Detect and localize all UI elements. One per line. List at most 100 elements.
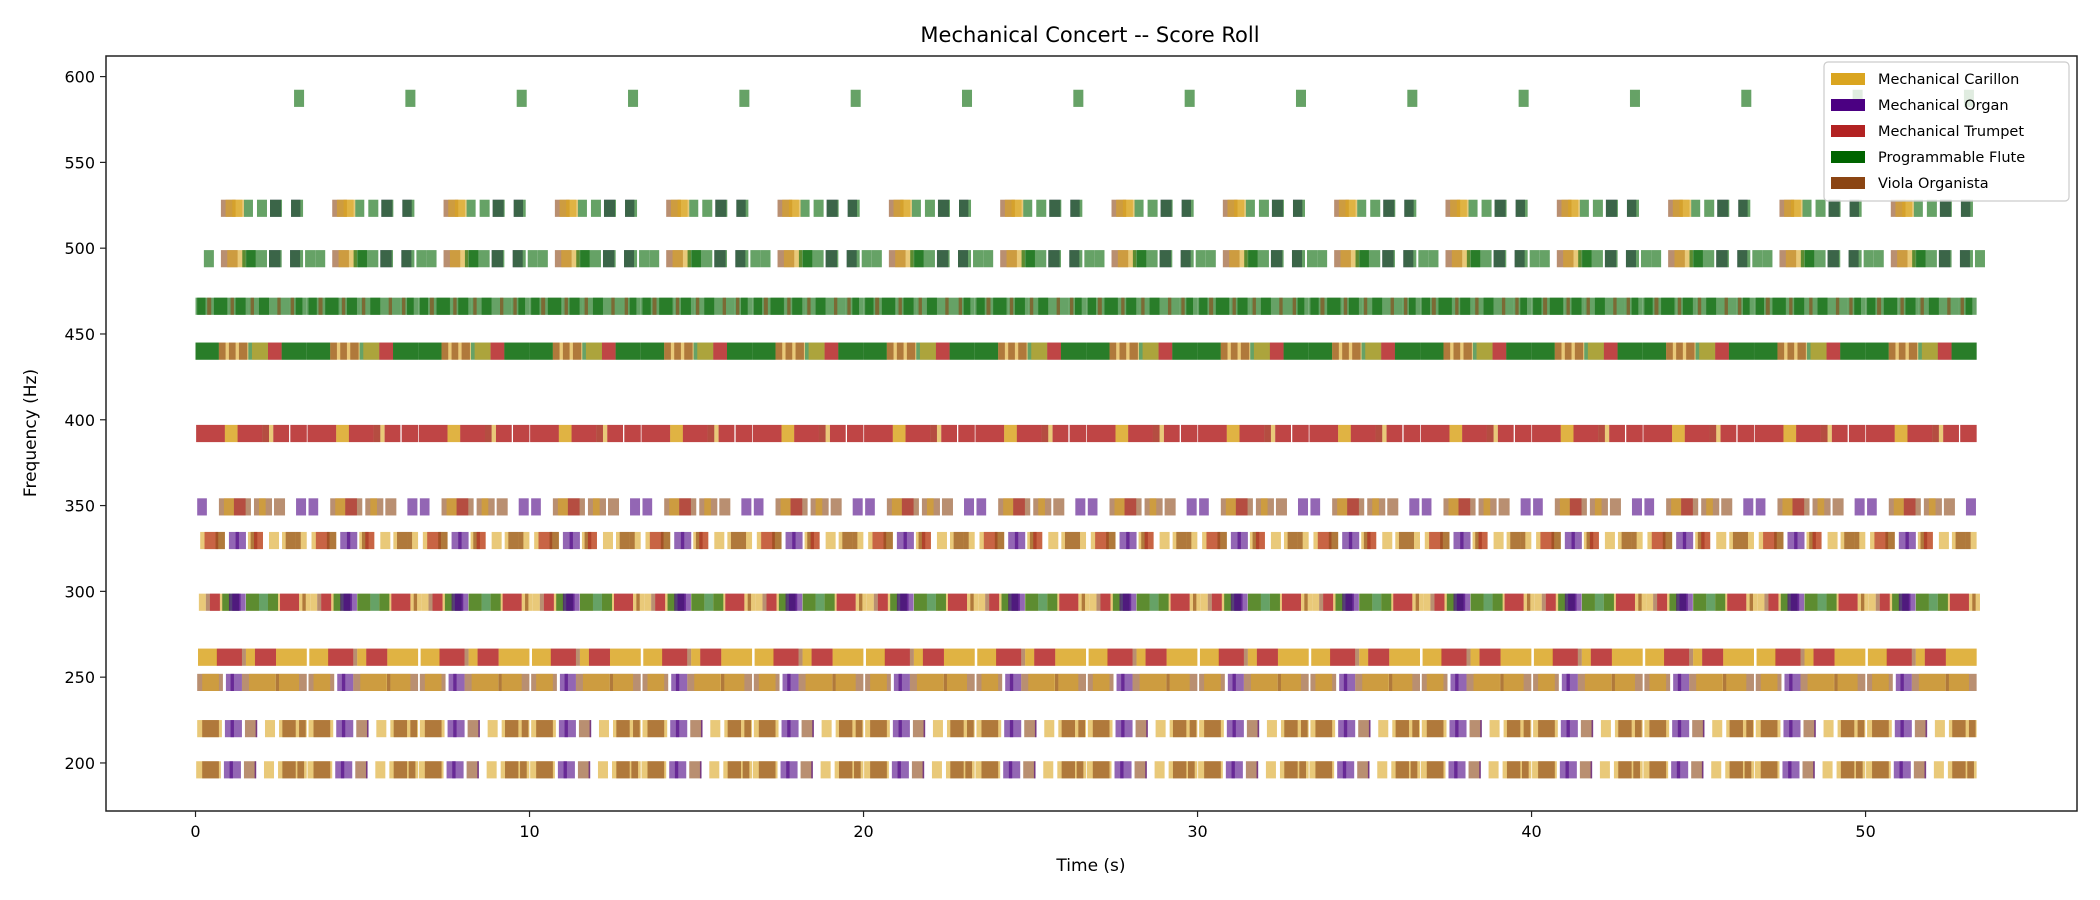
note-mechanical-trumpet	[1323, 593, 1334, 611]
note-viola-organista	[1943, 498, 1955, 516]
note-viola-organista	[340, 342, 347, 360]
note-mechanical-carillon	[644, 593, 652, 611]
note-mechanical-carillon	[602, 531, 613, 550]
note-mechanical-organ	[230, 720, 234, 738]
note-programmable-flute	[270, 199, 283, 217]
note-programmable-flute	[1867, 297, 1876, 315]
note-mechanical-trumpet	[1239, 424, 1265, 443]
note-mechanical-trumpet	[1086, 424, 1116, 443]
note-mechanical-trumpet	[707, 424, 715, 443]
note-viola-organista	[330, 342, 337, 360]
note-viola-organista	[1618, 720, 1632, 738]
note-programmable-flute	[1960, 199, 1973, 217]
note-programmable-flute	[1928, 297, 1939, 315]
note-programmable-flute	[993, 297, 1007, 315]
note-mechanical-organ	[786, 761, 790, 779]
note-mechanical-organ	[564, 720, 568, 738]
note-viola-organista	[1577, 648, 1582, 666]
note-mechanical-organ	[1343, 673, 1348, 691]
note-mechanical-organ	[531, 498, 541, 516]
note-viola-organista	[1765, 297, 1770, 315]
note-mechanical-trumpet	[1879, 593, 1890, 611]
note-mechanical-carillon	[943, 648, 975, 666]
note-programmable-flute	[1357, 199, 1367, 217]
note-mechanical-carillon	[582, 673, 613, 691]
note-viola-organista	[1246, 720, 1259, 738]
note-mechanical-organ	[346, 531, 351, 550]
note-viola-organista	[1965, 531, 1971, 550]
note-mechanical-carillon	[264, 720, 276, 738]
note-mechanical-carillon	[592, 498, 600, 516]
note-programmable-flute	[974, 342, 999, 360]
note-mechanical-trumpet	[607, 424, 624, 443]
note-mechanical-trumpet	[1684, 424, 1710, 443]
note-mechanical-carillon	[1260, 498, 1268, 516]
note-mechanical-carillon	[870, 673, 887, 691]
note-mechanical-organ	[1755, 498, 1766, 516]
note-programmable-flute	[1483, 297, 1494, 315]
note-programmable-flute	[1428, 250, 1439, 268]
note-mechanical-carillon	[224, 424, 238, 443]
note-mechanical-organ	[642, 498, 653, 516]
note-viola-organista	[898, 297, 902, 315]
note-mechanical-organ	[976, 498, 987, 516]
note-mechanical-carillon	[1372, 498, 1379, 516]
note-viola-organista	[631, 761, 639, 779]
note-mechanical-carillon	[895, 250, 914, 268]
note-mechanical-carillon	[1117, 250, 1137, 268]
note-mechanical-trumpet	[1923, 531, 1933, 550]
note-viola-organista	[1468, 761, 1481, 779]
note-programmable-flute	[243, 199, 253, 217]
note-mechanical-carillon	[1915, 648, 1925, 666]
note-mechanical-carillon	[1534, 593, 1542, 611]
note-mechanical-carillon	[916, 673, 947, 691]
note-programmable-flute	[1070, 199, 1083, 217]
note-mechanical-carillon	[1204, 673, 1221, 691]
note-mechanical-carillon	[227, 250, 246, 268]
note-mechanical-carillon	[1599, 761, 1610, 779]
note-mechanical-carillon	[1500, 648, 1532, 666]
note-programmable-flute	[370, 297, 381, 315]
note-programmable-flute	[1069, 250, 1083, 268]
note-mechanical-carillon	[1312, 593, 1320, 611]
note-mechanical-carillon	[780, 498, 791, 516]
note-mechanical-trumpet	[1514, 424, 1532, 443]
note-mechanical-organ	[1789, 673, 1793, 691]
note-viola-organista	[1415, 593, 1419, 611]
note-mechanical-organ	[563, 761, 567, 779]
note-viola-organista	[1463, 342, 1472, 360]
note-viola-organista	[1914, 720, 1927, 738]
note-programmable-flute	[1291, 250, 1305, 268]
note-programmable-flute	[1359, 593, 1373, 611]
note-viola-organista	[1009, 297, 1014, 315]
note-viola-organista	[496, 498, 508, 516]
note-mechanical-organ	[812, 720, 814, 738]
note-viola-organista	[981, 761, 999, 779]
note-mechanical-trumpet	[922, 648, 944, 666]
note-mechanical-trumpet	[1768, 593, 1779, 611]
note-programmable-flute	[295, 297, 303, 315]
note-viola-organista	[402, 297, 406, 315]
note-mechanical-carillon	[370, 498, 377, 516]
note-programmable-flute	[1965, 297, 1973, 315]
note-viola-organista	[361, 297, 366, 315]
note-mechanical-carillon	[1934, 720, 1945, 738]
note-mechanical-carillon	[1489, 720, 1500, 738]
note-mechanical-trumpet	[1569, 498, 1582, 516]
note-mechanical-carillon	[449, 250, 469, 268]
note-mechanical-organ	[1867, 498, 1877, 516]
note-viola-organista	[1654, 297, 1659, 315]
note-mechanical-trumpet	[1367, 531, 1377, 550]
note-programmable-flute	[479, 199, 490, 217]
note-mechanical-trumpet	[315, 531, 330, 550]
note-viola-organista	[1744, 761, 1752, 779]
note-viola-organista	[1898, 342, 1906, 360]
note-viola-organista	[1061, 761, 1075, 779]
note-mechanical-trumpet	[1347, 498, 1359, 516]
note-mechanical-trumpet	[864, 424, 893, 443]
note-viola-organista	[1968, 720, 1976, 738]
note-mechanical-organ	[675, 673, 680, 691]
note-mechanical-carillon	[647, 673, 665, 691]
note-programmable-flute	[963, 297, 971, 315]
note-viola-organista	[1176, 531, 1187, 550]
